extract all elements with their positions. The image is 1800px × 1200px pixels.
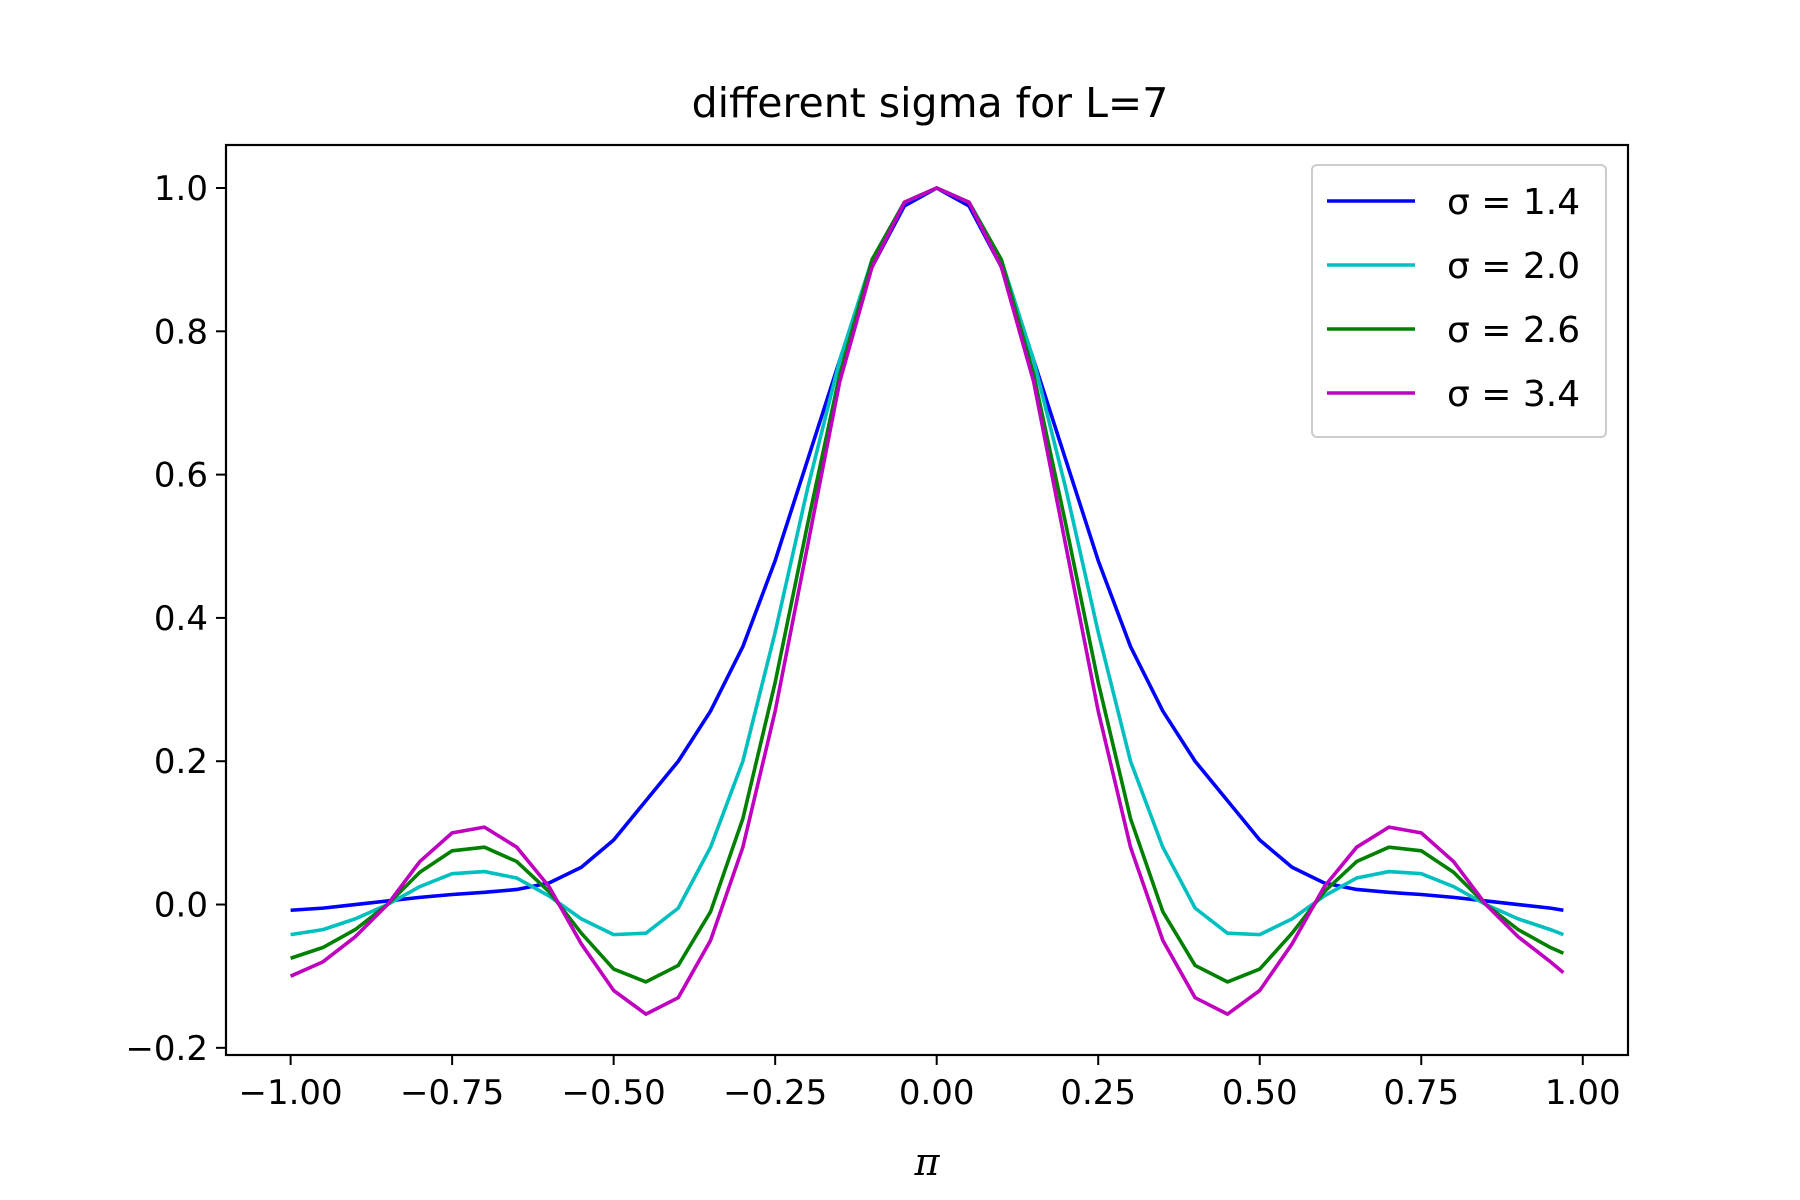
y-axis: −0.2 0.0 0.2 0.4 0.6 0.8 1.0 [125,169,226,1069]
x-tick-label: 0.50 [1222,1073,1298,1113]
legend-label: σ = 1.4 [1447,182,1580,223]
legend-label: σ = 2.0 [1447,246,1580,287]
legend-label: σ = 2.6 [1447,310,1580,351]
x-tick-label: 1.00 [1545,1073,1621,1113]
y-tick-label: 0.8 [154,312,208,352]
x-tick-label: 0.75 [1383,1073,1459,1113]
y-tick-label: −0.2 [125,1029,208,1069]
x-tick-label: 0.00 [899,1073,975,1113]
y-tick-label: 0.2 [154,742,208,782]
x-axis-label: π [914,1140,941,1184]
y-tick-label: 0.0 [154,886,208,926]
x-tick-label: −0.50 [562,1073,666,1113]
y-tick-label: 1.0 [154,169,208,209]
series-line-4 [289,186,1565,1016]
x-tick-label: 0.25 [1060,1073,1136,1113]
legend-box [1311,164,1607,438]
chart-title: different sigma for L=7 [692,79,1169,127]
plot-area-frame [224,143,1630,1057]
legend: σ = 1.4 σ = 2.0 σ = 2.6 σ = 3.4 [1311,164,1607,438]
x-tick-label: −1.00 [239,1073,343,1113]
series-layer [289,186,1565,1016]
legend-label: σ = 3.4 [1447,374,1580,415]
x-axis: −1.00 −0.75 −0.50 −0.25 0.00 0.25 0.50 0.75 1.00 [239,1055,1621,1113]
y-tick-label: 0.6 [154,456,208,496]
x-tick-label: −0.75 [400,1073,504,1113]
x-tick-label: −0.25 [723,1073,827,1113]
y-tick-label: 0.4 [154,599,208,639]
